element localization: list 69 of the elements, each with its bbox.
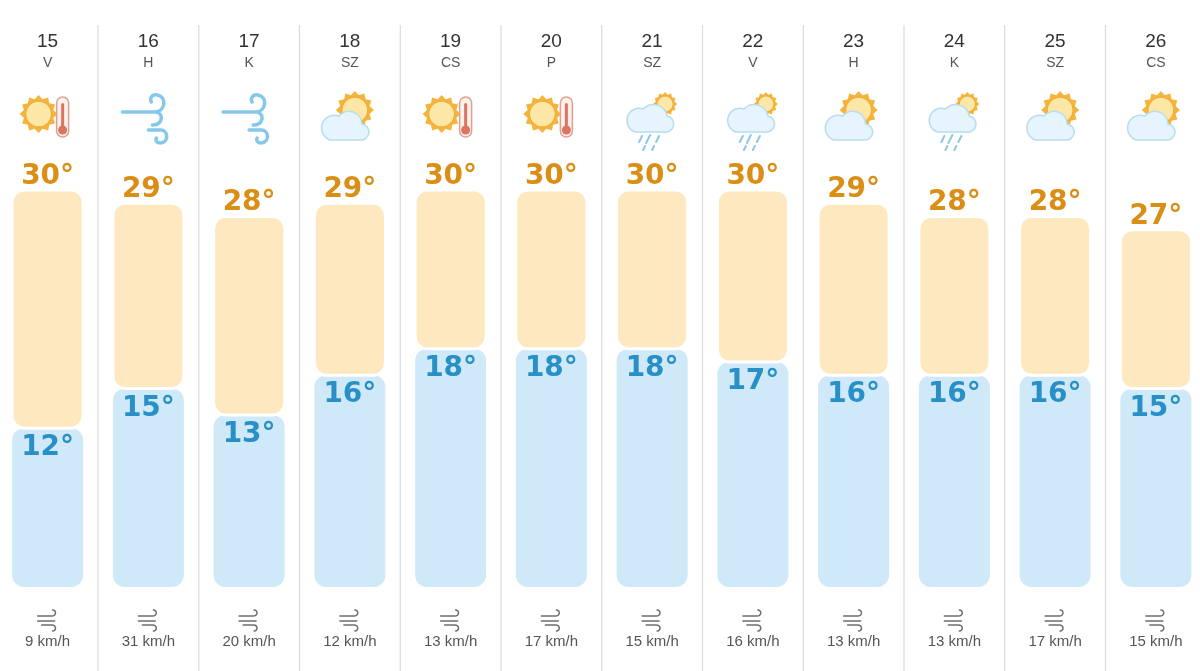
- total-label: 28°: [927, 184, 981, 218]
- total-label: 30°: [424, 158, 478, 191]
- data-label: 16°: [1028, 376, 1082, 410]
- bar: [918, 375, 990, 587]
- text: 17 km/h: [524, 631, 579, 649]
- total-label: 29°: [323, 171, 377, 205]
- text: 13 km/h: [423, 631, 478, 649]
- data-label: 18°: [625, 349, 679, 383]
- data-label: 16°: [927, 376, 981, 410]
- bar: [1118, 228, 1193, 390]
- data-label: 15°: [121, 389, 175, 423]
- bar: [715, 188, 790, 364]
- bar: [616, 348, 688, 587]
- data-label: 18°: [424, 349, 478, 383]
- bar: [818, 375, 890, 587]
- x-tick-label: 23 H: [843, 30, 865, 70]
- data-label: 16°: [323, 376, 377, 410]
- bar: [10, 188, 85, 430]
- bar: [515, 348, 587, 587]
- bar: [112, 388, 184, 587]
- x-tick-label: 18 SZ: [339, 30, 361, 70]
- x-tick-label: 17 K: [238, 30, 260, 70]
- bar: [111, 201, 186, 390]
- x-tick-label: 21 SZ: [641, 30, 663, 70]
- x-tick-label: 19 CS: [440, 30, 462, 70]
- text: 16 km/h: [726, 631, 780, 649]
- text: 31 km/h: [121, 631, 176, 649]
- total-label: 29°: [121, 171, 175, 205]
- total-label: 30°: [625, 158, 679, 191]
- x-tick-label: 26 CS: [1145, 30, 1167, 70]
- total-label: 27°: [1129, 197, 1183, 231]
- x-tick-label: 22 V: [742, 30, 764, 70]
- x-tick-label: 16 H: [137, 30, 159, 70]
- bar: [314, 375, 386, 587]
- bar: [12, 428, 84, 587]
- total-label: 28°: [1028, 184, 1082, 218]
- bar: [213, 414, 285, 587]
- total-label: 30°: [524, 158, 578, 191]
- x-tick-label: 24 K: [943, 30, 966, 70]
- text: 13 km/h: [826, 631, 881, 649]
- text: 9 km/h: [25, 631, 71, 649]
- text: 20 km/h: [222, 631, 276, 649]
- bar: [514, 188, 589, 351]
- text: 17 km/h: [1028, 631, 1082, 649]
- bar: [1120, 388, 1192, 587]
- text: 15 km/h: [1129, 631, 1183, 649]
- bar: [312, 201, 387, 377]
- text: 15 km/h: [625, 631, 679, 649]
- x-tick-label: 20 P: [540, 30, 562, 70]
- data-label: 15°: [1129, 389, 1183, 423]
- data-label: 18°: [524, 349, 578, 383]
- bar: [615, 188, 690, 351]
- bar: [717, 362, 789, 587]
- data-label: 17°: [726, 363, 780, 397]
- x-tick-label: 15 V: [37, 30, 59, 70]
- bar: [415, 348, 487, 587]
- text: 12 km/h: [323, 631, 377, 649]
- bar: [816, 201, 891, 377]
- total-label: 29°: [827, 171, 881, 205]
- total-label: 30°: [21, 158, 75, 191]
- bar: [1019, 375, 1091, 587]
- text: 13 km/h: [927, 631, 982, 649]
- x-tick-label: 25 SZ: [1044, 30, 1066, 70]
- total-label: 30°: [726, 158, 780, 191]
- data-label: 16°: [827, 376, 881, 410]
- bar: [413, 188, 488, 351]
- total-label: 28°: [222, 184, 276, 218]
- data-label: 12°: [21, 429, 75, 463]
- data-label: 13°: [222, 415, 276, 449]
